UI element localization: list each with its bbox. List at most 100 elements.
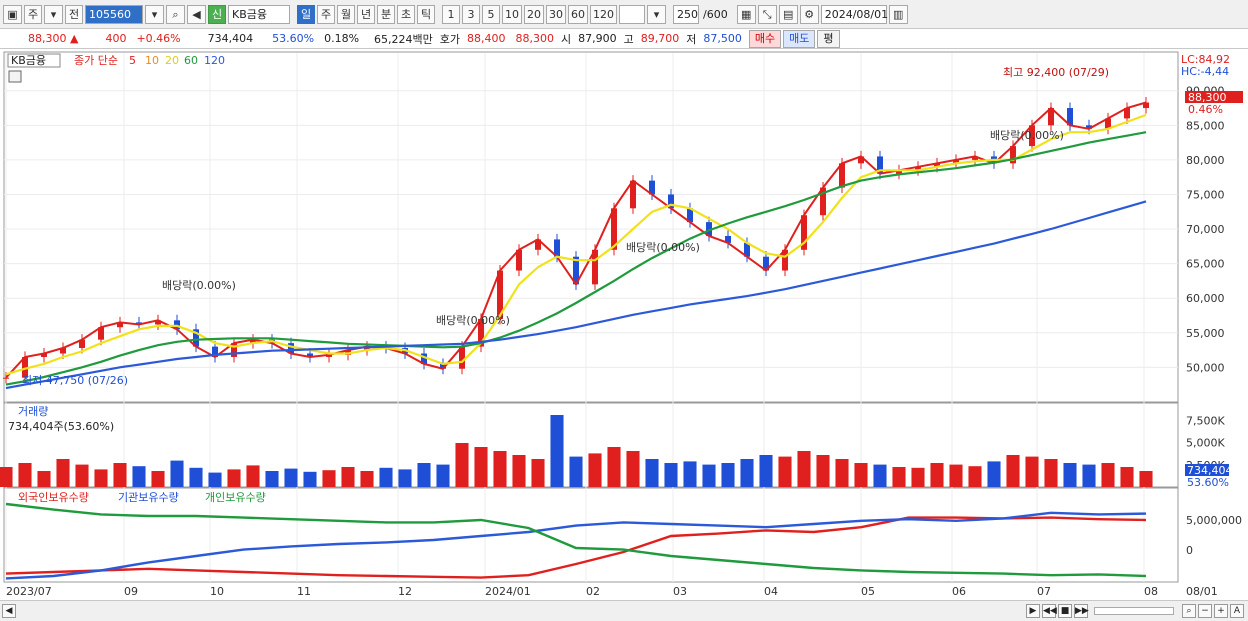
volume-bar [645,459,659,487]
chart-tools-icon[interactable]: ▦ [736,4,756,24]
draw-icon[interactable]: ⤡ [757,4,777,24]
holding-panel[interactable] [3,487,1179,583]
candle-body [782,249,788,271]
candle-body [611,208,617,250]
minute-3[interactable]: 3 [462,4,480,24]
legend-ma60: 60 [184,54,198,67]
stop-icon[interactable]: ■ [1058,604,1072,618]
interval-month[interactable]: 월 [337,4,355,24]
sell-button[interactable]: 매도 [783,29,816,48]
code-dropdown-icon[interactable]: ▾ [145,4,164,24]
minute-5[interactable]: 5 [482,4,500,24]
table-icon[interactable] [8,70,22,83]
candle-body [896,170,902,174]
candle-body [687,208,693,223]
forward-icon[interactable]: ▶▶ [1074,604,1089,618]
candle-body [1086,125,1092,129]
stock-name-field[interactable]: KB금융 [228,4,290,24]
zoom-out-icon[interactable]: − [1198,604,1212,618]
volume-bar [265,471,279,487]
open-value: 87,900 [578,32,617,45]
candle-body [326,354,332,357]
prev-button[interactable]: 전 [65,4,83,24]
volume-bar [1082,464,1096,487]
candle-body [1029,125,1035,147]
volume-bar [702,464,716,487]
gear-icon[interactable]: ⚙ [799,4,819,24]
price-y-tick: 60,000 [1186,292,1225,305]
volume-bar [740,459,754,487]
minute-120[interactable]: 120 [590,4,617,24]
interval-tick[interactable]: 틱 [417,4,435,24]
volume-bar [436,464,450,487]
custom-dropdown-icon[interactable]: ▾ [647,4,666,24]
x-axis-label: 11 [297,585,311,598]
zoom-in-icon[interactable]: + [1214,604,1228,618]
chart-area[interactable]: 90,00085,00080,00075,00070,00065,00060,0… [0,50,1248,621]
interval-day[interactable]: 일 [297,4,315,24]
interval-year[interactable]: 년 [357,4,375,24]
interval-minute[interactable]: 분 [377,4,395,24]
stock-chart[interactable]: 90,00085,00080,00075,00070,00065,00060,0… [0,50,1248,600]
zoom-slider[interactable] [1094,607,1174,615]
price-panel[interactable] [3,51,1179,403]
dividend-note-3: 배당락(0.00%) [626,241,700,254]
lc-label: LC:84,92 [1181,53,1230,66]
price-y-tick: 80,000 [1186,154,1225,167]
scroll-right-icon[interactable]: ▶ [1026,604,1040,618]
dropdown-icon[interactable]: ▾ [44,4,63,24]
stock-code-input[interactable]: 105560 [85,4,143,24]
interval-week[interactable]: 주 [317,4,335,24]
candle-body [41,353,47,357]
volume-bars [0,415,1153,487]
candle-body [1010,146,1016,164]
eval-button[interactable]: 평 [817,29,840,48]
candle-body [592,249,598,285]
rewind-icon[interactable]: ◀◀ [1042,604,1057,618]
magnifier-icon[interactable]: ⌕ [1182,604,1196,618]
bid-value: 88,300 [515,32,555,45]
volume-y-tick: 5,000K [1186,437,1225,450]
count-input[interactable]: 250 [673,4,699,24]
bottom-scroll-bar[interactable]: ◀ ▶ ◀◀ ■ ▶▶ ⌕ − + A [0,600,1248,621]
volume-bar [1044,459,1058,487]
x-axis-ticks: 2023/07 09 10 11 12 2024/01 02 03 04 05 06 07 08 08/0… [6,585,1218,598]
minute-30[interactable]: 30 [546,4,566,24]
date-input[interactable]: 2024/08/01 [820,4,888,24]
auto-icon[interactable]: A [1230,604,1244,618]
scroll-left-icon[interactable]: ◀ [2,604,16,618]
volume-bar [474,447,488,487]
candle-body [516,249,522,271]
legend-ma-label: 종가 단순 [74,54,118,67]
window-icon[interactable]: ▣ [3,4,22,24]
dividend-note-4: 배당락(0.00%) [990,129,1064,142]
candle-body [953,159,959,164]
buy-button[interactable]: 매수 [748,29,782,48]
calendar-icon[interactable]: ▥ [888,4,908,24]
volume-bar [835,459,849,487]
volume-bar [854,463,868,487]
minute-20[interactable]: 20 [524,4,544,24]
search-icon[interactable]: ⌕ [166,4,185,24]
legend-ma20: 20 [165,54,179,67]
volume-bar [607,447,621,487]
holding-y-tick: 0 [1186,544,1193,557]
minute-10[interactable]: 10 [502,4,522,24]
holding-legend-institution: 기관보유수량 [118,491,179,504]
volume-bar [1120,467,1134,487]
volume-bar [151,471,165,487]
minute-60[interactable]: 60 [568,4,588,24]
candle-body [915,166,921,171]
candle-body [1048,108,1054,126]
custom-minute-input[interactable] [619,4,645,24]
minute-1[interactable]: 1 [442,4,460,24]
period-type-select[interactable]: 주 [24,4,42,24]
candle-body [98,327,104,340]
save-icon[interactable]: ▤ [778,4,798,24]
ma-line-60 [5,131,1147,386]
candle-body [117,322,123,328]
legend-name-box [7,53,61,68]
speaker-icon[interactable]: ◀ [187,4,206,24]
interval-second[interactable]: 초 [397,4,415,24]
ask-value: 88,400 [467,32,506,45]
